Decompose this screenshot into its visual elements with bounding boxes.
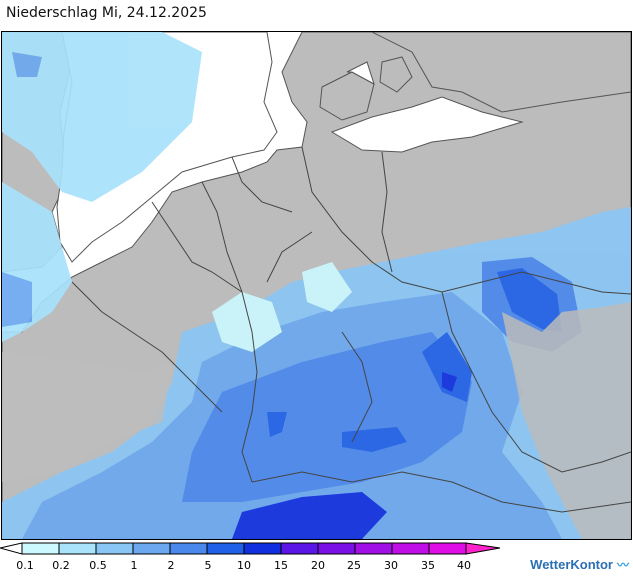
legend-label: 0.2: [52, 559, 70, 572]
legend-label: 20: [311, 559, 325, 572]
legend-label: 30: [384, 559, 398, 572]
wetterkontor-logo[interactable]: WetterKontor 〰: [530, 556, 629, 573]
map-canvas: [2, 32, 631, 539]
border-layer: [71, 146, 631, 513]
legend-label: 40: [457, 559, 471, 572]
legend-label: 1: [130, 559, 138, 572]
wave-logo-icon: 〰: [616, 558, 629, 572]
legend-label: 25: [347, 559, 361, 572]
legend-label: 5: [204, 559, 212, 572]
legend-label: 15: [274, 559, 288, 572]
precip-layer: [2, 32, 631, 539]
legend-colorbar: [0, 542, 501, 555]
brand-name: WetterKontor: [530, 557, 613, 572]
map-title: Niederschlag Mi, 24.12.2025: [6, 5, 207, 21]
legend-label: 2: [167, 559, 175, 572]
legend-label: 0.5: [89, 559, 107, 572]
legend-label: 35: [421, 559, 435, 572]
precipitation-map[interactable]: [1, 31, 632, 540]
legend-label: 0.1: [16, 559, 34, 572]
legend-label: 10: [237, 559, 251, 572]
precipitation-legend: 0.1 0.2 0.5 1 2 5 10 15 20 25 30 35 40 W…: [0, 541, 633, 580]
